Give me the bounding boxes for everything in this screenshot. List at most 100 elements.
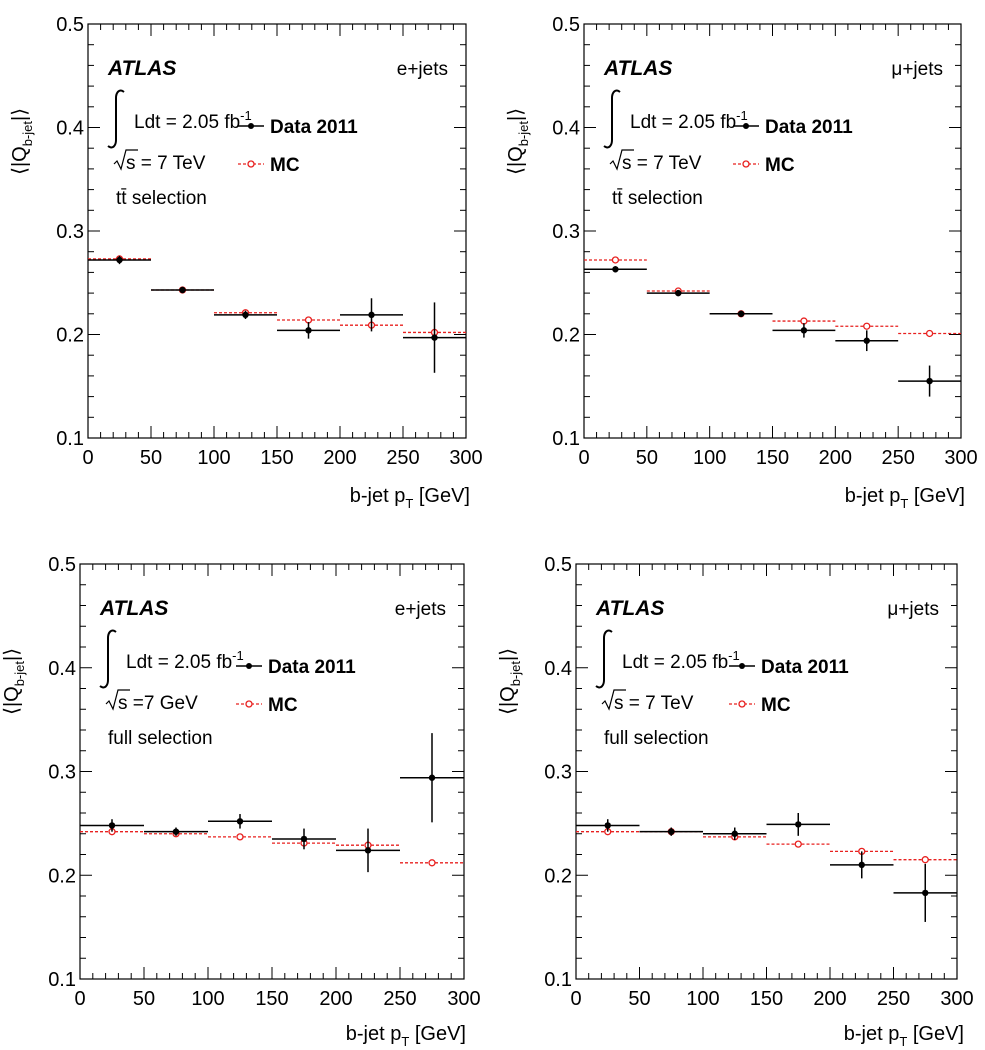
data-point	[116, 256, 123, 264]
mc-point	[921, 856, 929, 864]
legend-mc-marker	[245, 700, 253, 708]
x-tick-label: 50	[636, 447, 658, 469]
y-tick-label: 0.3	[56, 221, 84, 243]
x-tick-label: 0	[82, 447, 93, 469]
selection-label: full selection	[604, 728, 709, 749]
legend-mc-label: MC	[270, 155, 300, 176]
y-tick-label: 0.1	[544, 969, 572, 991]
lumi-label: Ldt = 2.05 fb-1	[622, 648, 740, 673]
y-tick-label: 0.5	[56, 14, 84, 36]
mc-point	[863, 322, 871, 330]
legend-data-label: Data 2011	[270, 117, 358, 138]
integral-sign	[107, 89, 125, 149]
legend-data-marker	[739, 663, 745, 669]
plot-frame	[583, 23, 962, 439]
x-tick-label: 150	[260, 447, 293, 469]
x-tick-label: 0	[74, 988, 85, 1010]
data-point	[863, 337, 870, 344]
data-point	[612, 266, 619, 273]
data-point	[179, 286, 186, 294]
x-tick-label: 300	[449, 447, 482, 469]
data-point	[108, 822, 116, 829]
legend-data-label: Data 2011	[761, 657, 849, 678]
data-point	[604, 822, 611, 829]
data-point	[431, 334, 438, 341]
x-tick-label: 200	[813, 988, 846, 1010]
x-tick-label: 200	[819, 447, 852, 469]
selection-label: full selection	[108, 728, 213, 749]
mc-point	[236, 833, 244, 841]
x-tick-label: 150	[756, 447, 789, 469]
data-point	[737, 310, 745, 317]
atlas-label: ATLAS	[603, 57, 672, 80]
channel-label: e+jets	[395, 599, 446, 620]
x-tick-label: 150	[255, 988, 288, 1010]
lumi-label: Ldt = 2.05 fb-1	[630, 108, 748, 133]
y-tick-label: 0.2	[544, 865, 572, 887]
atlas-label: ATLAS	[99, 597, 168, 620]
energy-label: s = 7 TeV	[614, 693, 694, 714]
y-tick-label: 0.3	[552, 221, 580, 243]
data-point	[364, 847, 372, 854]
x-axis-title: b-jet pT [GeV]	[350, 485, 470, 511]
legend-mc-marker	[742, 160, 750, 168]
plot-frame	[575, 563, 958, 980]
data-point	[858, 861, 865, 869]
atlas-label: ATLAS	[595, 597, 664, 620]
x-tick-label: 300	[944, 447, 977, 469]
y-tick-label: 0.4	[48, 658, 76, 680]
data-point	[795, 821, 802, 828]
channel-label: e+jets	[397, 59, 448, 80]
y-axis-title: ⟨|Qb-jet|⟩	[1, 648, 27, 715]
legend-data-marker	[246, 663, 252, 669]
x-tick-label: 250	[881, 447, 914, 469]
sqrt-sign	[113, 149, 138, 171]
x-tick-label: 50	[140, 447, 162, 469]
plot-frame	[79, 563, 465, 980]
data-point	[236, 818, 244, 825]
plot-frame	[87, 23, 467, 439]
y-tick-label: 0.4	[56, 118, 84, 140]
mc-point	[925, 329, 934, 338]
data-point	[300, 835, 308, 843]
data-point	[731, 830, 738, 837]
data-point	[368, 311, 375, 319]
data-point	[305, 327, 312, 334]
x-tick-label: 100	[197, 447, 230, 469]
x-tick-label: 50	[628, 988, 650, 1010]
y-axis-title: ⟨|Qb-jet|⟩	[505, 108, 531, 175]
data-point	[675, 289, 682, 297]
legend-mc-marker	[247, 160, 255, 168]
y-axis-title: ⟨|Qb-jet|⟩	[497, 648, 523, 715]
y-tick-label: 0.2	[48, 865, 76, 887]
y-tick-label: 0.1	[48, 969, 76, 991]
lumi-label: Ldt = 2.05 fb-1	[134, 108, 252, 133]
data-point	[800, 327, 808, 334]
x-tick-label: 250	[383, 988, 416, 1010]
x-tick-label: 50	[133, 988, 155, 1010]
legend-data-label: Data 2011	[268, 657, 356, 678]
x-axis-title: b-jet pT [GeV]	[346, 1023, 466, 1049]
legend-data-marker	[743, 123, 749, 129]
y-tick-label: 0.3	[544, 762, 572, 784]
integral-sign	[595, 629, 613, 689]
data-point	[922, 889, 929, 897]
x-tick-label: 0	[578, 447, 589, 469]
data-point	[428, 774, 436, 781]
x-tick-label: 100	[191, 988, 224, 1010]
chart-panel-3: 0 50 100 150 200 250 300 0.1 0.2 0.3 0.4 0.5 b-jet p…	[1, 554, 481, 1049]
legend-mc-label: MC	[268, 695, 298, 716]
x-tick-label: 100	[693, 447, 726, 469]
legend-mc-label: MC	[761, 695, 791, 716]
sqrt-sign	[601, 689, 626, 711]
x-axis-title: b-jet pT [GeV]	[845, 485, 965, 511]
atlas-label: ATLAS	[107, 57, 176, 80]
legend-mc-marker	[738, 700, 746, 708]
energy-label: s = 7 TeV	[126, 153, 206, 174]
x-tick-label: 0	[570, 988, 581, 1010]
data-point	[926, 377, 933, 385]
mc-point	[611, 256, 620, 264]
x-tick-label: 300	[447, 988, 480, 1010]
x-tick-label: 200	[323, 447, 356, 469]
